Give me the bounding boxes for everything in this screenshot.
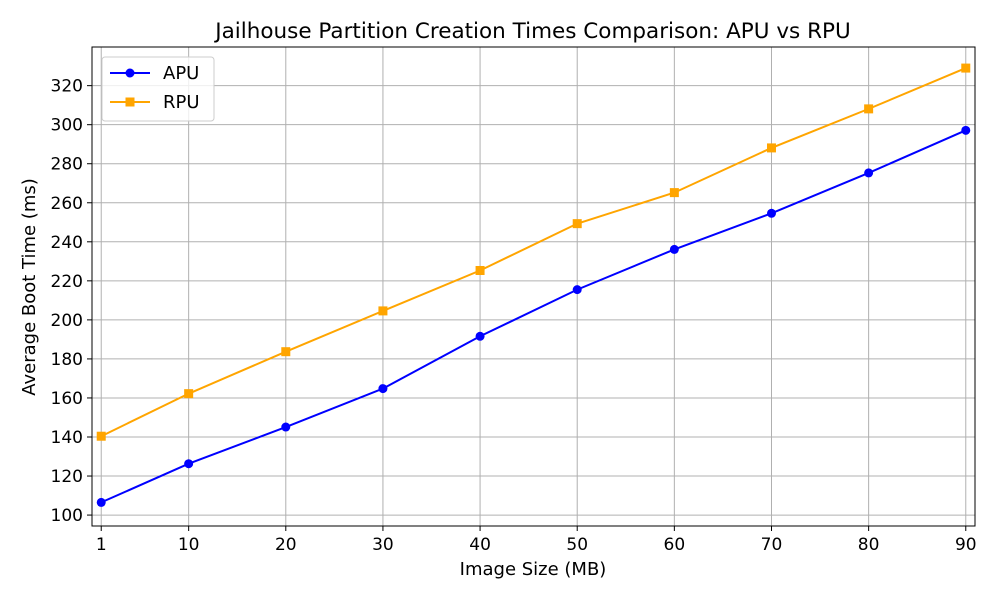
data-point bbox=[184, 389, 194, 399]
grid bbox=[92, 47, 975, 526]
legend-marker-apu bbox=[125, 68, 135, 78]
legend: APU RPU bbox=[101, 56, 215, 122]
y-tick-label: 320 bbox=[51, 77, 83, 97]
y-tick-label: 140 bbox=[51, 428, 83, 448]
x-axis-ticks: 1 10 20 30 40 50 60 70 80 90 bbox=[96, 526, 977, 555]
y-tick-label: 120 bbox=[51, 467, 83, 487]
legend-label-rpu: RPU bbox=[163, 92, 200, 113]
data-point bbox=[669, 244, 679, 254]
series-line-rpu bbox=[100, 67, 967, 438]
y-axis-ticks: 100 120 140 160 180 200 220 240 260 280 300 320 bbox=[51, 77, 92, 526]
y-tick-label: 160 bbox=[51, 389, 83, 409]
x-tick-label: 80 bbox=[858, 535, 880, 555]
y-tick-label: 100 bbox=[51, 506, 83, 526]
data-point bbox=[96, 497, 106, 507]
x-tick-label: 1 bbox=[96, 535, 107, 555]
chart-title: Jailhouse Partition Creation Times Compa… bbox=[213, 19, 850, 44]
data-point bbox=[378, 306, 388, 316]
data-point bbox=[96, 431, 106, 441]
data-point bbox=[572, 285, 582, 295]
data-point bbox=[961, 63, 971, 73]
y-tick-label: 240 bbox=[51, 233, 83, 253]
y-tick-label: 180 bbox=[51, 350, 83, 370]
data-point bbox=[184, 459, 194, 469]
data-point bbox=[864, 168, 874, 178]
series-rpu bbox=[96, 63, 971, 441]
data-point bbox=[572, 219, 582, 229]
y-axis-label: Average Boot Time (ms) bbox=[19, 178, 40, 396]
data-point bbox=[475, 265, 485, 275]
x-tick-label: 90 bbox=[955, 535, 977, 555]
x-tick-label: 40 bbox=[469, 535, 491, 555]
x-tick-label: 50 bbox=[566, 535, 588, 555]
series-apu bbox=[96, 125, 971, 507]
y-tick-label: 200 bbox=[51, 311, 83, 331]
plot-frame bbox=[91, 46, 976, 527]
data-point bbox=[864, 104, 874, 114]
data-point bbox=[378, 384, 388, 394]
data-point bbox=[766, 143, 776, 153]
data-point bbox=[281, 422, 291, 432]
y-tick-label: 260 bbox=[51, 194, 83, 214]
series-line-apu bbox=[100, 129, 967, 504]
x-tick-label: 10 bbox=[178, 535, 200, 555]
data-point bbox=[281, 347, 291, 357]
x-axis-label: Image Size (MB) bbox=[460, 559, 607, 580]
y-tick-label: 300 bbox=[51, 116, 83, 136]
data-point bbox=[766, 208, 776, 218]
data-point bbox=[961, 125, 971, 135]
x-tick-label: 30 bbox=[372, 535, 394, 555]
x-tick-label: 70 bbox=[761, 535, 783, 555]
data-point bbox=[475, 331, 485, 341]
y-tick-label: 280 bbox=[51, 155, 83, 175]
x-tick-label: 20 bbox=[275, 535, 297, 555]
y-tick-label: 220 bbox=[51, 272, 83, 292]
legend-marker-rpu bbox=[125, 97, 135, 107]
x-tick-label: 60 bbox=[664, 535, 686, 555]
data-point bbox=[669, 188, 679, 198]
legend-label-apu: APU bbox=[163, 63, 199, 84]
series-layer bbox=[96, 63, 971, 507]
